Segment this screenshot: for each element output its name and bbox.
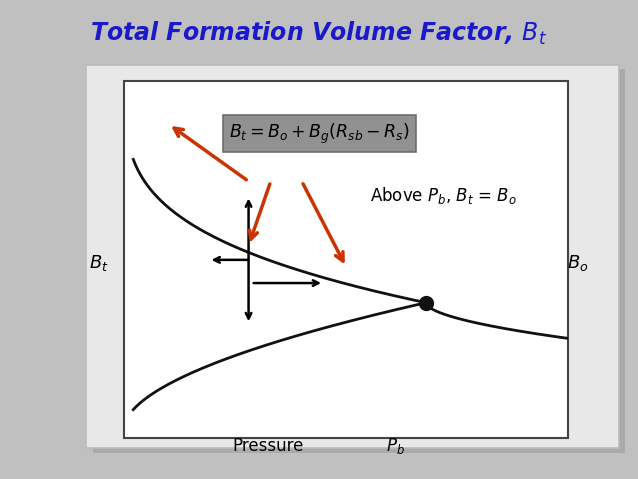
Text: Total Formation Volume Factor, $B_t$: Total Formation Volume Factor, $B_t$ (91, 20, 547, 47)
Text: $B_t = B_o + B_g(R_{sb} - R_s)$: $B_t = B_o + B_g(R_{sb} - R_s)$ (229, 122, 410, 146)
Text: Pressure: Pressure (232, 437, 304, 456)
Text: Above $P_b$, $B_t$ = $B_o$: Above $P_b$, $B_t$ = $B_o$ (370, 185, 517, 206)
Text: $P_b$: $P_b$ (386, 436, 405, 456)
Text: $B_t$: $B_t$ (89, 253, 108, 274)
Text: $B_o$: $B_o$ (567, 253, 588, 274)
